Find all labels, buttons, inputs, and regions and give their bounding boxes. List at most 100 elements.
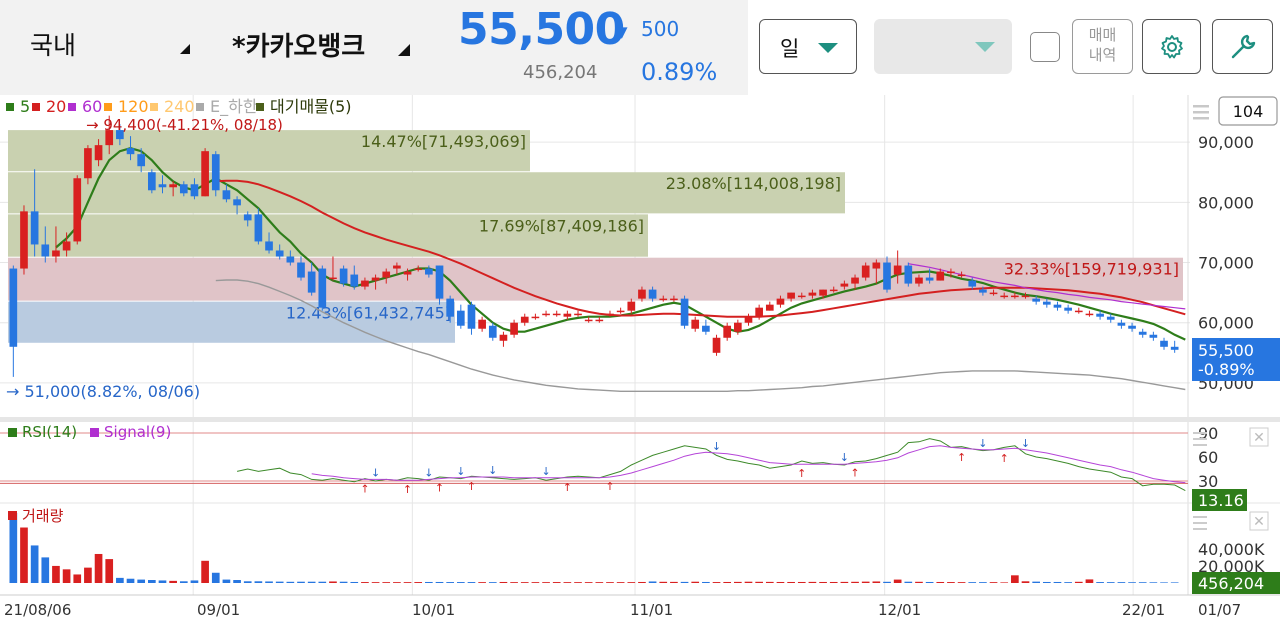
volume-bar [393,582,401,583]
sell-signal-arrow: ↓ [488,464,497,477]
candle [148,169,156,194]
trade-history-label-2: 내역 [1088,46,1117,64]
candle [606,310,614,317]
period-select[interactable]: 일 [759,19,857,74]
candle-body [371,277,380,281]
candle [904,262,913,287]
candle-body [467,304,476,329]
candle-body [563,313,572,317]
candle [286,250,295,266]
buy-signal-arrow: ↑ [850,466,859,479]
candle-body [851,277,859,284]
legend-swatch [6,103,14,111]
candle-body [1138,331,1147,335]
volume-bar [20,527,28,583]
candle-body [414,268,423,271]
tools-button[interactable] [1212,19,1273,74]
legend-swatch [32,103,40,111]
wrench-icon [1231,34,1255,58]
candle-body [936,271,945,281]
candle [446,295,454,323]
sell-signal-arrow: ↓ [840,451,849,464]
candle [1128,322,1136,332]
candle-body [915,277,923,284]
candle [819,289,827,299]
trade-history-button[interactable]: 매매 내역 [1072,19,1133,74]
date-tick-label: 09/01 [197,601,240,619]
volume-bar [403,582,412,583]
market-caret-icon[interactable] [180,44,190,54]
period-count: 104 [1233,102,1264,121]
legend-swatch [104,103,112,111]
candle-body [41,244,50,257]
volume-bar [680,581,689,583]
candle-body [638,289,646,299]
secondary-select[interactable] [874,19,1012,74]
candle [979,286,987,296]
legend-label: 240 [164,97,195,116]
settings-button[interactable] [1142,19,1201,74]
standing-order-label: 12.43%[61,432,745] [286,304,451,323]
period-count-box[interactable]: 104 [1218,96,1278,126]
stock-caret-icon[interactable] [398,44,410,56]
candle [116,124,124,146]
candle [520,313,529,326]
candle-body [105,130,114,146]
candle-body [734,322,742,332]
buy-signal-arrow: ↑ [360,482,369,495]
volume-bar [425,581,433,583]
price-change: 500 [641,17,680,41]
candle [425,265,433,278]
candle [435,265,444,305]
legend-label: 대기매물(5) [270,97,352,116]
volume-bar [1011,575,1019,583]
candle [1042,298,1051,308]
buy-signal-arrow: ↑ [1000,452,1009,465]
candle [1160,337,1168,350]
volume-bar [520,582,529,583]
candle [1117,319,1126,329]
volume-bar [819,581,827,583]
close-pane-icon [1249,427,1269,447]
candle-body [510,322,518,335]
candle-body [148,172,156,191]
volume-bar [190,580,199,583]
stock-selector[interactable]: *카카오뱅크 [232,32,366,62]
candle-body [382,271,391,278]
candle-body [1074,310,1083,313]
market-selector[interactable]: 국내 [30,31,77,60]
standing-order-bands: 14.47%[71,493,069] 23.08%[114,008,198] 17.… [8,130,1183,343]
candle-body [531,316,540,319]
candle [297,256,305,281]
candle-body [819,289,827,296]
candle [1064,304,1072,314]
candle-body [989,292,998,295]
date-tick-label: 01/07 [1198,601,1241,619]
candle [680,295,689,329]
volume-bar [158,580,167,583]
volume-bar [851,581,859,583]
candle [361,277,369,290]
volume-bar [659,581,668,583]
candle [158,175,167,194]
date-tick-label: 22/01 [1122,601,1165,619]
volume-bar [41,557,50,583]
pane-divider [0,417,1280,422]
candle-body [137,154,146,167]
legend-swatch [150,103,158,111]
buy-signal-arrow: ↑ [957,451,966,464]
candle-body [542,313,550,316]
volume-bar [584,582,593,583]
volume-bar [137,579,146,583]
candle-body [318,268,327,308]
candle [137,148,146,173]
chart-area[interactable]: 14.47%[71,493,069] 23.08%[114,008,198] 17.… [0,95,1280,625]
candle-body [233,199,241,206]
checkbox[interactable] [1030,32,1060,62]
candle-body [1000,295,1009,298]
menu-icon[interactable] [1193,105,1209,120]
candle [243,211,252,227]
candle-body [1170,346,1179,350]
legend-swatch [196,103,204,111]
candle-body [1032,298,1040,302]
